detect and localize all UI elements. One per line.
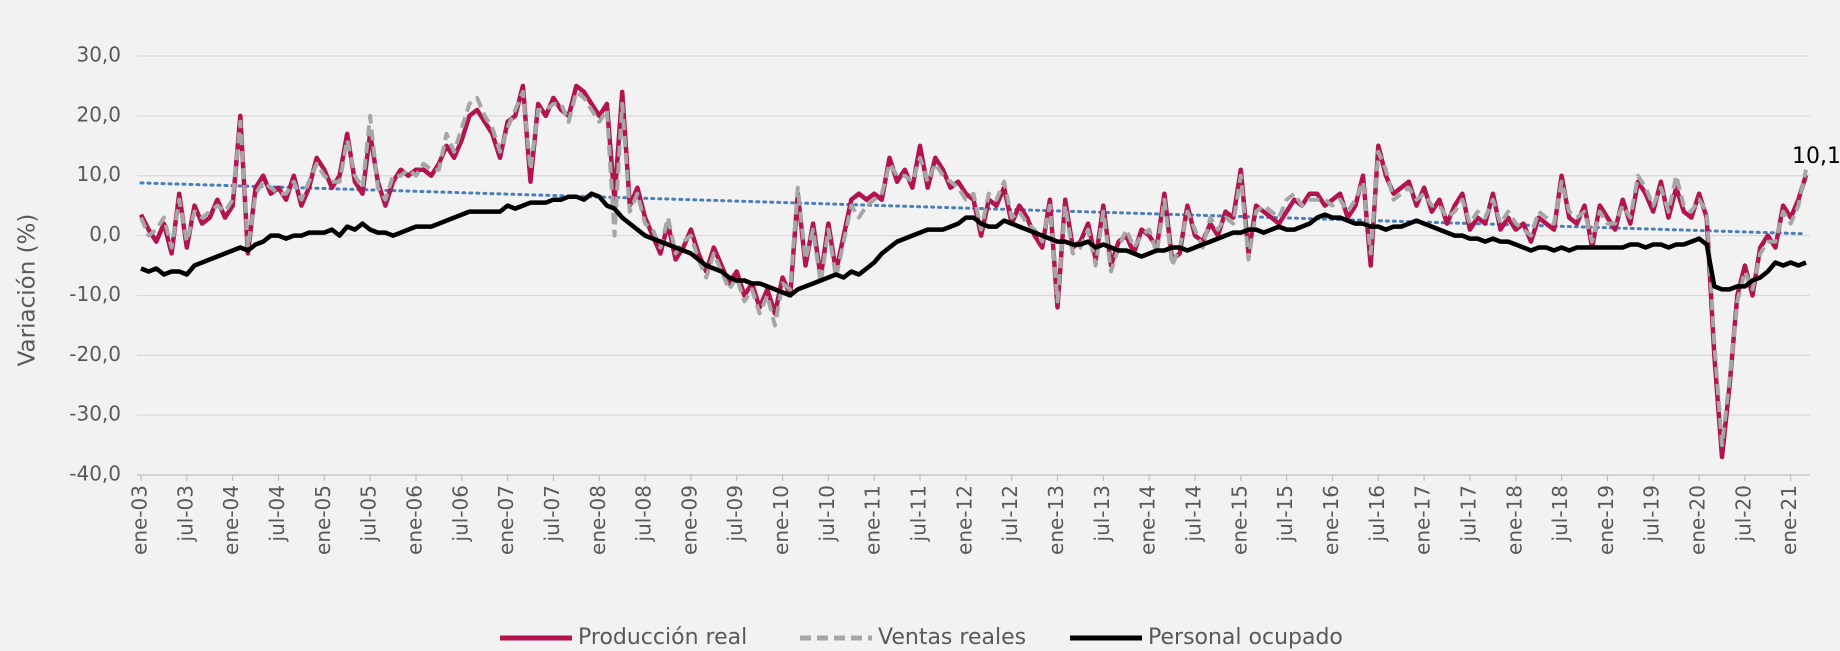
- legend-label: Personal ocupado: [1148, 625, 1343, 650]
- y-axis-title: Variación (%): [15, 214, 41, 367]
- x-tick-label: ene-21: [1777, 485, 1801, 555]
- y-tick-label: 30,0: [76, 43, 121, 67]
- x-tick-label: ene-20: [1686, 485, 1710, 555]
- x-tick-label: jul-14: [1181, 485, 1205, 542]
- y-tick-label: -10,0: [69, 282, 121, 306]
- data-label: 10,1: [1792, 144, 1840, 169]
- x-tick-label: jul-03: [173, 485, 197, 542]
- legend-label: Producción real: [578, 625, 747, 650]
- x-tick-label: jul-12: [998, 485, 1022, 542]
- x-tick-label: jul-04: [265, 485, 289, 542]
- x-tick-label: jul-18: [1548, 485, 1572, 542]
- y-tick-label: -40,0: [69, 462, 121, 486]
- x-tick-label: jul-13: [1090, 485, 1114, 542]
- x-tick-label: jul-20: [1731, 485, 1755, 542]
- x-tick-label: jul-08: [632, 485, 656, 542]
- legend-label: Ventas reales: [878, 625, 1026, 650]
- x-tick-label: jul-17: [1456, 485, 1480, 542]
- x-tick-label: ene-15: [1227, 485, 1251, 555]
- y-tick-label: 0,0: [89, 222, 121, 246]
- x-tick-label: ene-11: [861, 485, 885, 555]
- series-line: [139, 89, 1808, 448]
- x-tick-label: ene-16: [1319, 485, 1343, 555]
- x-tick-label: jul-11: [907, 485, 931, 542]
- x-tick-label: ene-05: [311, 485, 335, 555]
- x-tick-label: ene-06: [402, 485, 426, 555]
- x-tick-label: ene-14: [1136, 485, 1160, 555]
- x-tick-label: ene-04: [219, 485, 243, 555]
- x-tick-label: jul-10: [815, 485, 839, 542]
- series-line: [138, 83, 1809, 460]
- x-tick-label: jul-06: [448, 485, 472, 542]
- y-tick-label: -20,0: [69, 342, 121, 366]
- x-tick-label: ene-18: [1502, 485, 1526, 555]
- x-tick-label: ene-03: [128, 485, 152, 555]
- x-tick-label: jul-07: [540, 485, 564, 542]
- x-tick-label: ene-17: [1411, 485, 1435, 555]
- y-tick-label: 10,0: [76, 162, 121, 186]
- x-tick-label: jul-05: [357, 485, 381, 542]
- x-tick-label: ene-10: [769, 485, 793, 555]
- x-tick-label: ene-07: [494, 485, 518, 555]
- series-line: [140, 191, 1807, 298]
- x-tick-label: ene-08: [586, 485, 610, 555]
- y-tick-label: -30,0: [69, 402, 121, 426]
- x-tick-label: ene-13: [1044, 485, 1068, 555]
- x-tick-label: jul-16: [1365, 485, 1389, 542]
- y-tick-label: 20,0: [76, 102, 121, 126]
- x-tick-label: ene-12: [952, 485, 976, 555]
- x-tick-label: ene-09: [677, 485, 701, 555]
- x-tick-label: jul-19: [1640, 485, 1664, 542]
- x-tick-label: jul-09: [723, 485, 747, 542]
- x-tick-label: ene-19: [1594, 485, 1618, 555]
- x-tick-label: jul-15: [1273, 485, 1297, 542]
